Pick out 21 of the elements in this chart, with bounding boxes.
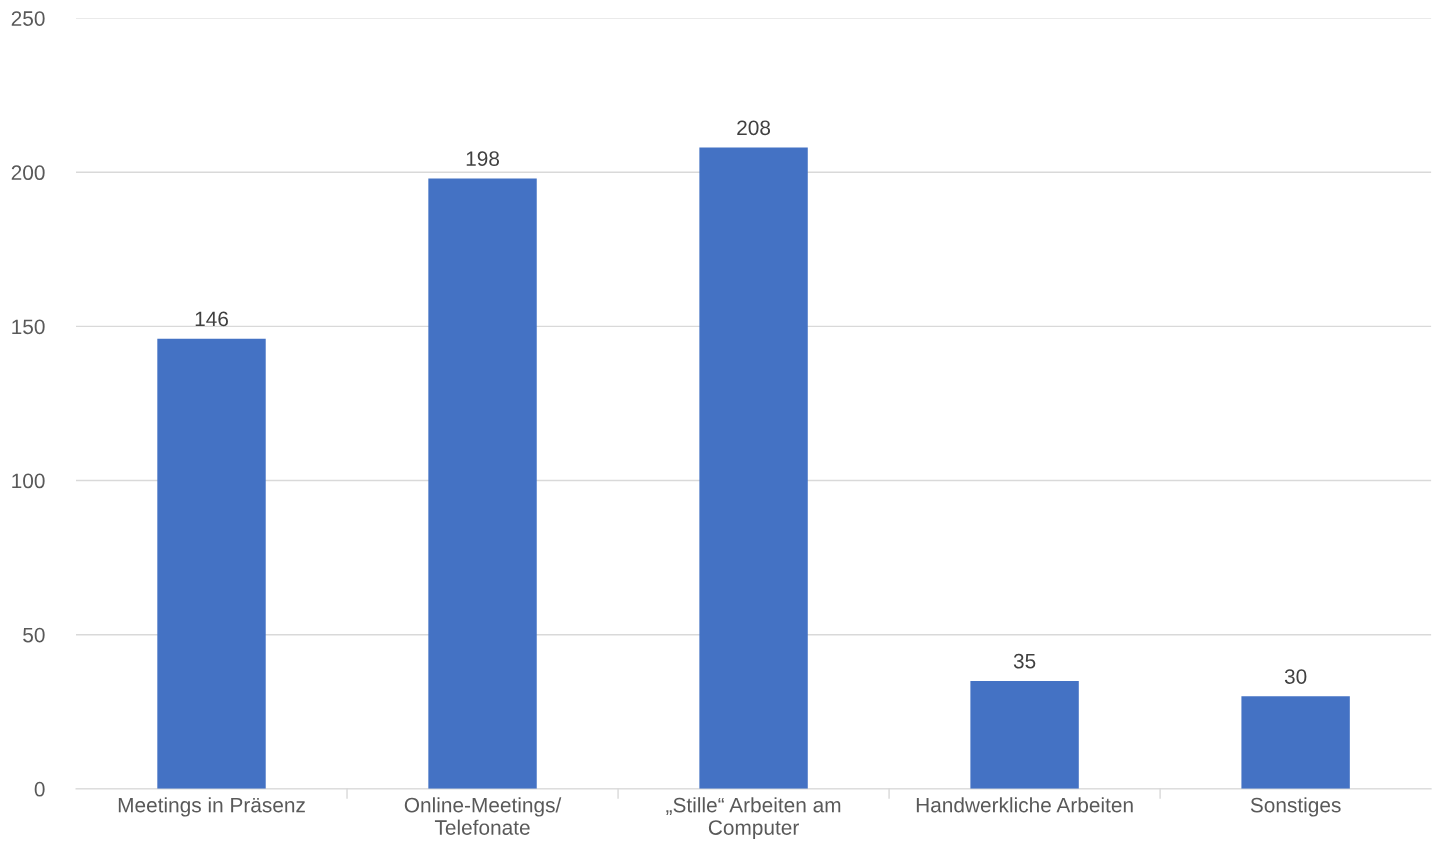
bar [157,338,266,789]
y-tick-label: 100 [12,473,45,489]
y-tick-label: 200 [11,165,45,181]
y-tick-label: 150 [12,319,45,335]
x-tick-label: Meetings in Präsenz [118,797,305,817]
bar [699,147,808,789]
data-label: 35 [1013,653,1036,669]
bar [1241,696,1350,789]
data-label: 30 [1284,669,1307,684]
bar [428,178,537,789]
x-tick-label: Sonstiges [1250,797,1341,817]
data-label: 146 [195,311,228,327]
bar [970,680,1079,789]
y-tick-label: 250 [11,11,45,26]
y-tick-label: 50 [23,627,45,643]
x-tick-label: Handwerkliche Arbeiten [916,797,1133,813]
y-tick-label: 0 [34,781,45,797]
x-tick-label: Online-Meetings/ Telefonate [404,797,562,835]
data-label: 208 [737,120,771,136]
x-tick-label: „Stille“ Arbeiten am Computer [666,797,841,840]
data-label: 198 [466,151,500,166]
